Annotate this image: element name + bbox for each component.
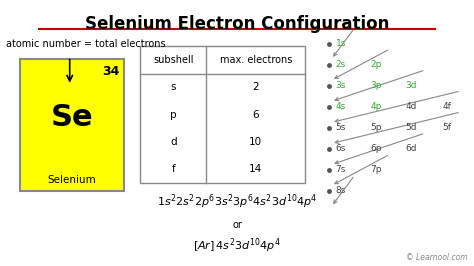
- Text: © Learnool.com: © Learnool.com: [406, 253, 468, 262]
- FancyBboxPatch shape: [20, 59, 124, 191]
- FancyBboxPatch shape: [140, 46, 305, 183]
- Text: 6s: 6s: [336, 144, 346, 153]
- Text: 5p: 5p: [370, 123, 382, 132]
- Text: $1s^{2}2s^{2}2p^{6}3s^{2}3p^{6}4s^{2}3d^{10}4p^{4}$: $1s^{2}2s^{2}2p^{6}3s^{2}3p^{6}4s^{2}3d^…: [157, 192, 317, 211]
- Text: 2s: 2s: [336, 60, 346, 69]
- Text: 4p: 4p: [370, 102, 382, 111]
- Text: 6d: 6d: [406, 144, 417, 153]
- Text: p: p: [170, 110, 177, 120]
- Text: 1s: 1s: [336, 39, 346, 48]
- Text: 3s: 3s: [336, 81, 346, 90]
- Text: d: d: [170, 137, 177, 147]
- Text: 4s: 4s: [336, 102, 346, 111]
- Text: 10: 10: [249, 137, 263, 147]
- Text: $[Ar]\, 4s^{2}3d^{10}4p^{4}$: $[Ar]\, 4s^{2}3d^{10}4p^{4}$: [193, 237, 281, 255]
- Text: subshell: subshell: [153, 55, 194, 65]
- Text: max. electrons: max. electrons: [219, 55, 292, 65]
- Text: or: or: [232, 220, 242, 230]
- Text: 6p: 6p: [370, 144, 382, 153]
- Text: 2p: 2p: [370, 60, 382, 69]
- Text: 14: 14: [249, 164, 263, 174]
- Text: Se: Se: [51, 103, 93, 132]
- Text: atomic number = total electrons: atomic number = total electrons: [6, 39, 166, 48]
- Text: Selenium: Selenium: [48, 175, 96, 185]
- Text: f: f: [172, 164, 175, 174]
- Text: 3p: 3p: [370, 81, 382, 90]
- Text: s: s: [171, 82, 176, 92]
- Text: 5d: 5d: [406, 123, 417, 132]
- Text: 7p: 7p: [370, 165, 382, 174]
- Text: 2: 2: [253, 82, 259, 92]
- Text: 5s: 5s: [336, 123, 346, 132]
- Text: 4d: 4d: [406, 102, 417, 111]
- Text: 4f: 4f: [442, 102, 451, 111]
- Text: 7s: 7s: [336, 165, 346, 174]
- Text: Selenium Electron Configuration: Selenium Electron Configuration: [85, 15, 389, 32]
- Text: 8s: 8s: [336, 186, 346, 196]
- Text: 5f: 5f: [442, 123, 451, 132]
- Text: 34: 34: [102, 65, 119, 78]
- Text: 3d: 3d: [406, 81, 417, 90]
- Text: 6: 6: [253, 110, 259, 120]
